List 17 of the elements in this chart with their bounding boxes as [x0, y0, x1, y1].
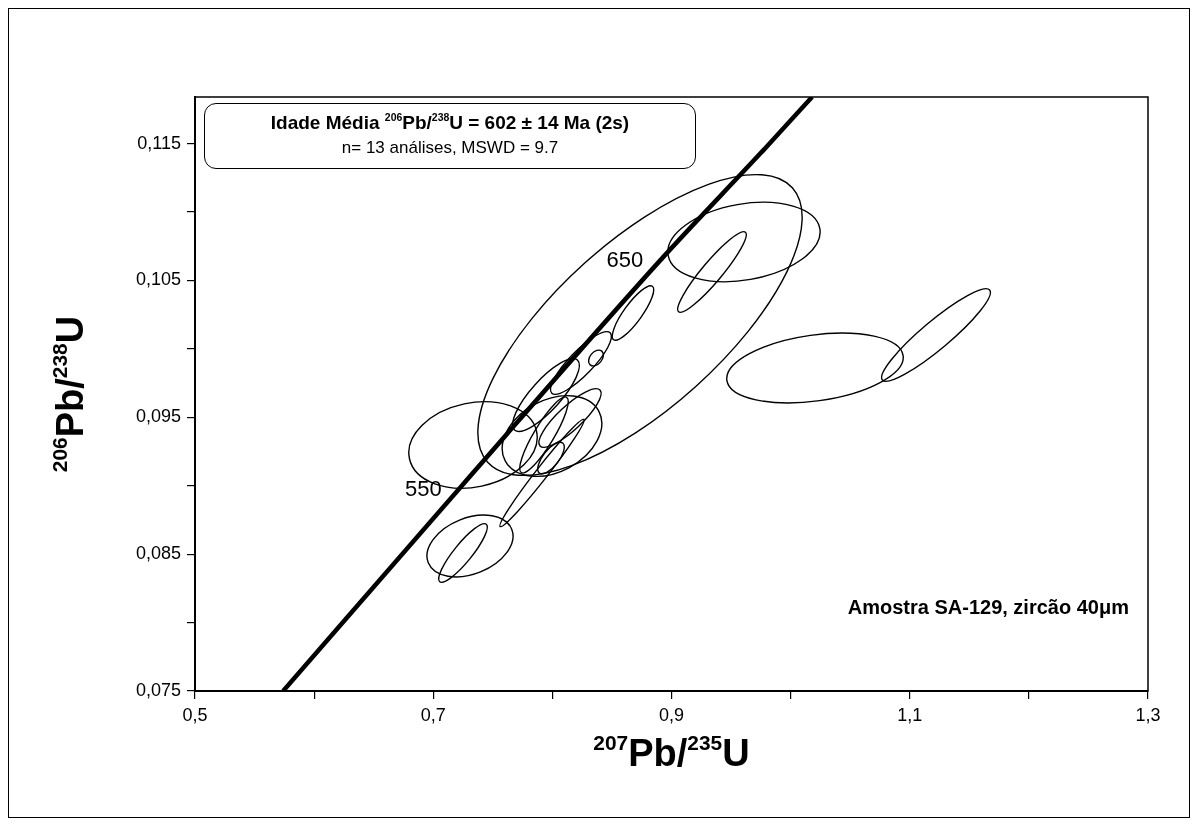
x-axis-title: $^{207}$Pb/$^{235}$U — [592, 731, 751, 775]
annotation: Amostra SA-129, zircão 40μm — [847, 596, 1129, 619]
rounded-box: Idade Média $^{206}$Pb/$^{238}$U = 602 ± 14 Ma (2s) n= 13 análises, MSWD = 9.7 — [204, 103, 696, 169]
x-tick-label: 0,9 — [658, 704, 685, 725]
x-tick-label: 0,7 — [420, 704, 446, 725]
x-tick-label: 1,1 — [897, 704, 923, 725]
y-tick-label: 0,105 — [135, 269, 181, 290]
y-tick-label: 0,085 — [135, 543, 181, 564]
x-tick-label: 1,3 — [1135, 704, 1161, 725]
y-tick-label: 0,115 — [137, 132, 181, 153]
annotation: Idade Média $^{206}$Pb/$^{238}$U = 602 ± 14 Ma (2s) — [269, 111, 631, 135]
annotation: n= 13 análises, MSWD = 9.7 — [340, 137, 560, 159]
y-tick-label: 0,075 — [135, 679, 181, 700]
annotation: 650 — [606, 247, 644, 273]
x-tick-label: 0,5 — [182, 704, 208, 725]
annotation: 550 — [405, 475, 442, 501]
y-tick-label: 0,095 — [135, 406, 181, 427]
